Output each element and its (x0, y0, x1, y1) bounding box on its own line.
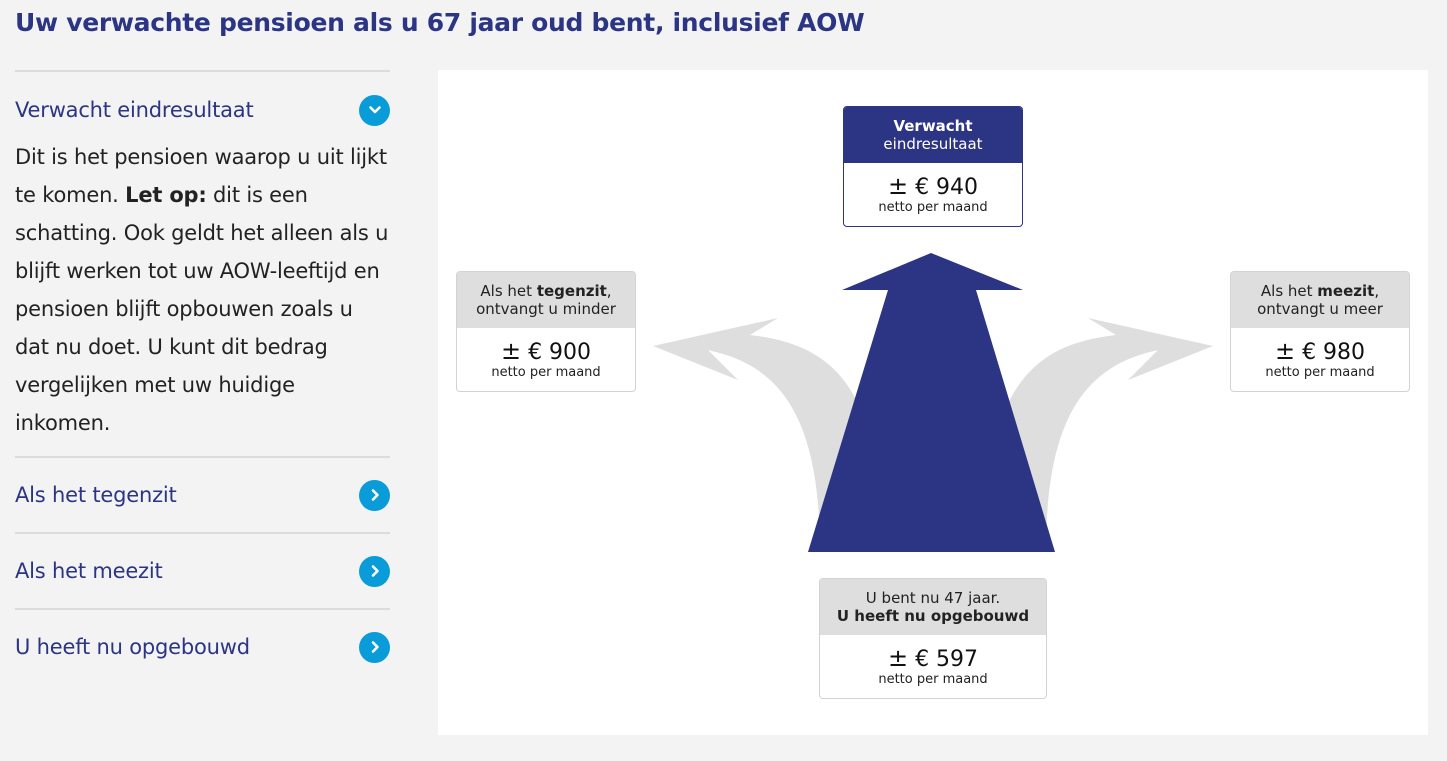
box-header-title: Als het meezit, (1231, 282, 1409, 300)
tegenzit-box: Als het tegenzit, ontvangt u minder ± € … (456, 271, 636, 392)
body-text: Dit is het pensioen waarop u uit lijkt t… (15, 145, 387, 207)
box-header-subtitle: ontvangt u minder (476, 300, 616, 318)
chevron-right-icon[interactable] (359, 631, 390, 663)
accordion-body-expected: Dit is het pensioen waarop u uit lijkt t… (15, 138, 390, 456)
chevron-right-icon[interactable] (359, 555, 390, 587)
box-header: Als het meezit, ontvangt u meer (1231, 272, 1409, 328)
center-arrow-shape (808, 253, 1055, 552)
accordion-header-meezit[interactable]: Als het meezit (15, 534, 390, 608)
plus-minus-sign: ± (500, 336, 522, 365)
meezit-box: Als het meezit, ontvangt u meer ± € 980 … (1230, 271, 1410, 392)
accordion-item-opgebouwd: U heeft nu opgebouwd (15, 608, 390, 684)
accordion-header-opgebouwd[interactable]: U heeft nu opgebouwd (15, 610, 390, 684)
header-emphasis: tegenzit (536, 282, 607, 300)
box-body: ± € 980 netto per maand (1231, 328, 1409, 390)
pension-diagram-panel: Verwacht eindresultaat ± € 940 netto per… (438, 70, 1428, 735)
header-text: , (606, 282, 612, 300)
box-header-title: Verwacht (893, 117, 973, 135)
pension-accordion: Verwacht eindresultaat Dit is het pensio… (15, 70, 390, 684)
chevron-down-icon[interactable] (359, 94, 390, 126)
page-title: Uw verwachte pensioen als u 67 jaar oud … (15, 8, 865, 37)
box-body: ± € 597 netto per maand (820, 635, 1046, 697)
amount: ± € 900 (500, 336, 592, 365)
amount-value: € 940 (915, 174, 979, 200)
chevron-right-icon[interactable] (359, 479, 390, 511)
accordion-header-expected[interactable]: Verwacht eindresultaat (15, 72, 390, 148)
expected-result-box: Verwacht eindresultaat ± € 940 netto per… (843, 106, 1023, 227)
box-header: Verwacht eindresultaat (844, 107, 1022, 163)
header-text: , (1374, 282, 1380, 300)
amount-unit: netto per maand (1265, 364, 1375, 380)
accordion-title: Verwacht eindresultaat (15, 98, 254, 122)
amount-value: € 597 (915, 646, 979, 672)
amount: ± € 980 (1274, 336, 1366, 365)
plus-minus-sign: ± (887, 171, 909, 200)
box-body: ± € 900 netto per maand (457, 328, 635, 390)
box-header: Als het tegenzit, ontvangt u minder (457, 272, 635, 328)
amount: ± € 597 (887, 643, 979, 672)
accordion-item-tegenzit: Als het tegenzit (15, 456, 390, 532)
box-body: ± € 940 netto per maand (844, 163, 1022, 225)
body-text: dit is een schatting. Ook geldt het alle… (15, 183, 389, 435)
header-emphasis: meezit (1317, 282, 1375, 300)
box-header: U bent nu 47 jaar. U heeft nu opgebouwd (820, 579, 1046, 635)
plus-minus-sign: ± (887, 643, 909, 672)
accordion-item-expected: Verwacht eindresultaat Dit is het pensio… (15, 70, 390, 456)
amount-value: € 980 (1302, 339, 1366, 365)
amount-unit: netto per maand (878, 199, 988, 215)
amount-value: € 900 (528, 339, 592, 365)
amount: ± € 940 (887, 171, 979, 200)
accordion-title: U heeft nu opgebouwd (15, 635, 250, 659)
accordion-item-meezit: Als het meezit (15, 532, 390, 608)
header-text: Als het (480, 282, 537, 300)
box-header-title: Als het tegenzit, (457, 282, 635, 300)
accordion-title: Als het meezit (15, 559, 163, 583)
fork-arrow-icon (653, 253, 1213, 552)
body-emphasis: Let op: (125, 183, 207, 207)
box-header-title: U bent nu 47 jaar. (865, 589, 1001, 607)
amount-unit: netto per maand (878, 671, 988, 687)
header-text: Als het (1260, 282, 1318, 300)
box-header-subtitle: ontvangt u meer (1257, 300, 1383, 318)
box-header-subtitle: eindresultaat (883, 135, 983, 153)
accordion-header-tegenzit[interactable]: Als het tegenzit (15, 458, 390, 532)
box-header-subtitle: U heeft nu opgebouwd (836, 607, 1030, 625)
current-accrued-box: U bent nu 47 jaar. U heeft nu opgebouwd … (819, 578, 1047, 699)
amount-unit: netto per maand (491, 364, 601, 380)
plus-minus-sign: ± (1274, 336, 1296, 365)
accordion-title: Als het tegenzit (15, 483, 177, 507)
